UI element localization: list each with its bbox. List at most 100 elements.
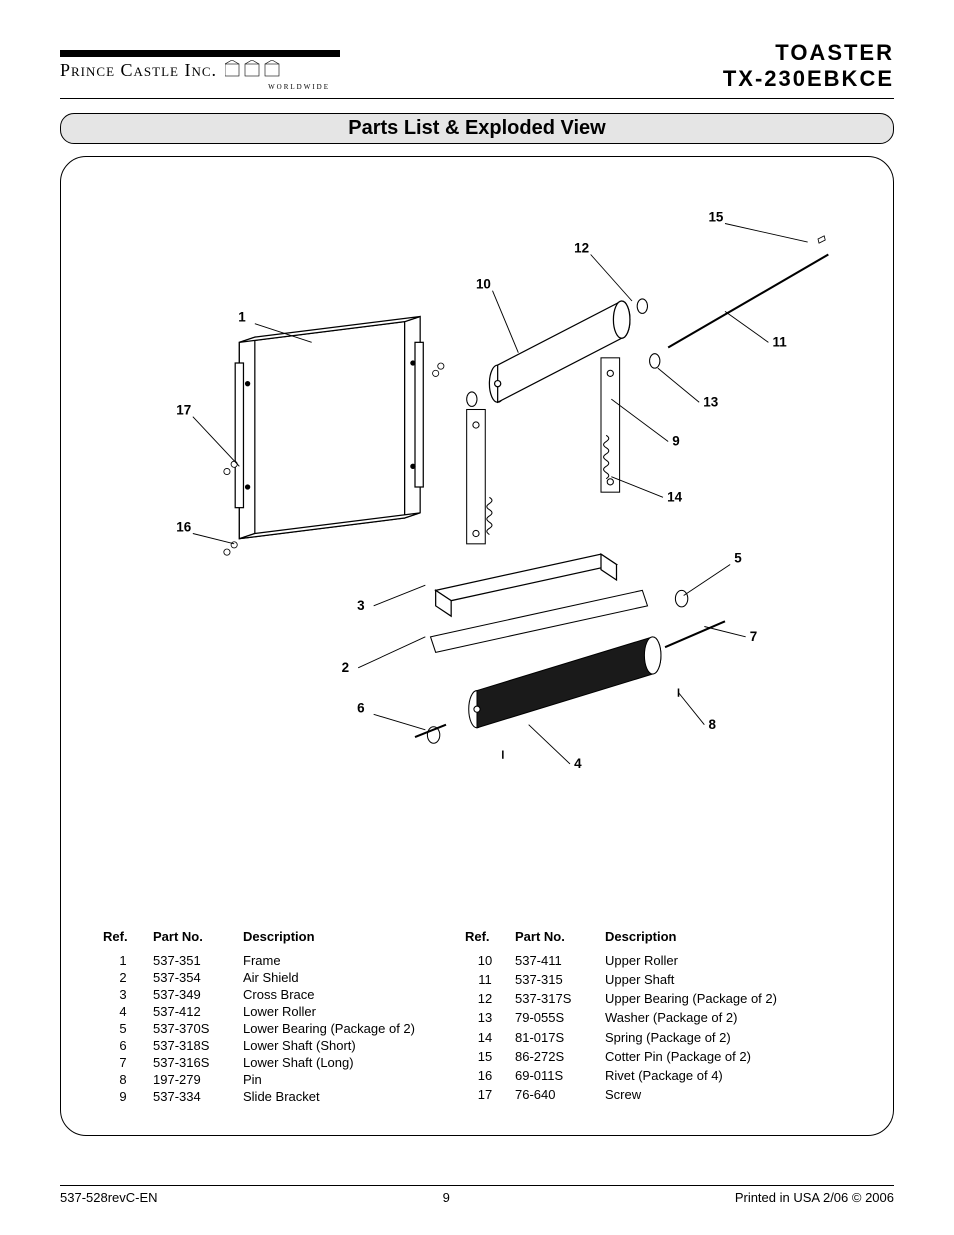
table-row: 1586-272SCotter Pin (Package of 2) xyxy=(463,1048,785,1067)
cell-ref: 16 xyxy=(463,1067,513,1086)
cell-desc: Washer (Package of 2) xyxy=(603,1009,785,1028)
table-row: 1379-055SWasher (Package of 2) xyxy=(463,1009,785,1028)
page-footer: 537-528revC-EN 9 Printed in USA 2/06 © 2… xyxy=(60,1185,894,1205)
cell-desc: Lower Bearing (Package of 2) xyxy=(241,1020,423,1037)
cell-ref: 9 xyxy=(101,1088,151,1105)
table-row: 11537-315Upper Shaft xyxy=(463,971,785,990)
cell-part: 537-370S xyxy=(151,1020,241,1037)
table-row: 2537-354Air Shield xyxy=(101,969,423,986)
callout-label: 2 xyxy=(342,660,349,675)
cell-ref: 6 xyxy=(101,1037,151,1054)
callout-label: 3 xyxy=(357,598,364,613)
parts-tables: Ref. Part No. Description 1537-351Frame2… xyxy=(101,927,853,1105)
callout-label: 11 xyxy=(773,334,788,349)
cell-part: 79-055S xyxy=(513,1009,603,1028)
cell-desc: Cross Brace xyxy=(241,986,423,1003)
cell-part: 81-017S xyxy=(513,1029,603,1048)
parts-table-left: Ref. Part No. Description 1537-351Frame2… xyxy=(101,927,423,1105)
callout-label: 9 xyxy=(672,434,679,449)
cell-ref: 14 xyxy=(463,1029,513,1048)
table-row: 12537-317SUpper Bearing (Package of 2) xyxy=(463,990,785,1009)
table-row: 1776-640Screw xyxy=(463,1086,785,1105)
cell-desc: Spring (Package of 2) xyxy=(603,1029,785,1048)
cell-desc: Upper Bearing (Package of 2) xyxy=(603,990,785,1009)
cell-ref: 7 xyxy=(101,1054,151,1071)
cell-part: 76-640 xyxy=(513,1086,603,1105)
logo-bar xyxy=(60,50,340,57)
cell-ref: 17 xyxy=(463,1086,513,1105)
table-row: 9537-334Slide Bracket xyxy=(101,1088,423,1105)
cell-ref: 5 xyxy=(101,1020,151,1037)
cell-desc: Rivet (Package of 4) xyxy=(603,1067,785,1086)
th-ref: Ref. xyxy=(463,927,513,952)
table-row: 7537-316SLower Shaft (Long) xyxy=(101,1054,423,1071)
cell-ref: 4 xyxy=(101,1003,151,1020)
cell-ref: 3 xyxy=(101,986,151,1003)
footer-center: 9 xyxy=(443,1190,450,1205)
callout-label: 16 xyxy=(176,519,191,534)
cell-desc: Air Shield xyxy=(241,969,423,986)
cell-desc: Cotter Pin (Package of 2) xyxy=(603,1048,785,1067)
callout-label: 12 xyxy=(574,240,589,255)
title-line-1: TOASTER xyxy=(723,40,894,66)
callout-label: 6 xyxy=(357,700,364,715)
table-row: 1537-351Frame xyxy=(101,952,423,969)
callout-label: 14 xyxy=(667,489,682,504)
cell-ref: 1 xyxy=(101,952,151,969)
th-part: Part No. xyxy=(151,927,241,952)
table-row: 4537-412Lower Roller xyxy=(101,1003,423,1020)
table-row: 1481-017SSpring (Package of 2) xyxy=(463,1029,785,1048)
cell-desc: Frame xyxy=(241,952,423,969)
callout-label: 7 xyxy=(750,629,757,644)
table-row: 10537-411Upper Roller xyxy=(463,952,785,971)
cell-ref: 11 xyxy=(463,971,513,990)
table-row: 3537-349Cross Brace xyxy=(101,986,423,1003)
cell-desc: Lower Shaft (Short) xyxy=(241,1037,423,1054)
callout-label: 5 xyxy=(734,550,742,565)
cell-part: 69-011S xyxy=(513,1067,603,1086)
cell-part: 537-315 xyxy=(513,971,603,990)
cell-part: 537-316S xyxy=(151,1054,241,1071)
cell-desc: Lower Roller xyxy=(241,1003,423,1020)
table-row: 5537-370SLower Bearing (Package of 2) xyxy=(101,1020,423,1037)
footer-right: Printed in USA 2/06 © 2006 xyxy=(735,1190,894,1205)
table-row: 8197-279Pin xyxy=(101,1071,423,1088)
th-part: Part No. xyxy=(513,927,603,952)
cell-ref: 12 xyxy=(463,990,513,1009)
company-sub: WORLDWIDE xyxy=(60,83,340,91)
th-desc: Description xyxy=(241,927,423,952)
cell-desc: Upper Roller xyxy=(603,952,785,971)
logo-icon xyxy=(225,60,285,83)
logo-block: Prince Castle Inc. WORLDWIDE xyxy=(60,40,340,91)
section-title: Parts List & Exploded View xyxy=(60,113,894,144)
cell-ref: 10 xyxy=(463,952,513,971)
callout-label: 4 xyxy=(574,756,582,771)
cell-desc: Screw xyxy=(603,1086,785,1105)
cell-part: 537-349 xyxy=(151,986,241,1003)
company-name: Prince Castle Inc. xyxy=(60,60,217,81)
cell-desc: Pin xyxy=(241,1071,423,1088)
cell-part: 537-351 xyxy=(151,952,241,969)
cell-ref: 13 xyxy=(463,1009,513,1028)
table-row: 1669-011SRivet (Package of 4) xyxy=(463,1067,785,1086)
cell-part: 537-318S xyxy=(151,1037,241,1054)
footer-left: 537-528revC-EN xyxy=(60,1190,158,1205)
th-desc: Description xyxy=(603,927,785,952)
callout-label: 17 xyxy=(176,403,191,418)
cell-desc: Upper Shaft xyxy=(603,971,785,990)
callout-label: 8 xyxy=(708,717,716,732)
cell-desc: Slide Bracket xyxy=(241,1088,423,1105)
cell-ref: 8 xyxy=(101,1071,151,1088)
title-line-2: TX-230EBKCE xyxy=(723,66,894,92)
cell-part: 537-412 xyxy=(151,1003,241,1020)
exploded-view-diagram: 1171610121511139145783264 xyxy=(81,177,873,797)
title-block: TOASTER TX-230EBKCE xyxy=(723,40,894,92)
cell-part: 86-272S xyxy=(513,1048,603,1067)
page-header: Prince Castle Inc. WORLDWIDE TOASTER TX-… xyxy=(60,40,894,92)
cell-desc: Lower Shaft (Long) xyxy=(241,1054,423,1071)
cell-part: 537-354 xyxy=(151,969,241,986)
cell-part: 197-279 xyxy=(151,1071,241,1088)
table-row: 6537-318SLower Shaft (Short) xyxy=(101,1037,423,1054)
cell-part: 537-334 xyxy=(151,1088,241,1105)
callout-label: 15 xyxy=(708,209,723,224)
